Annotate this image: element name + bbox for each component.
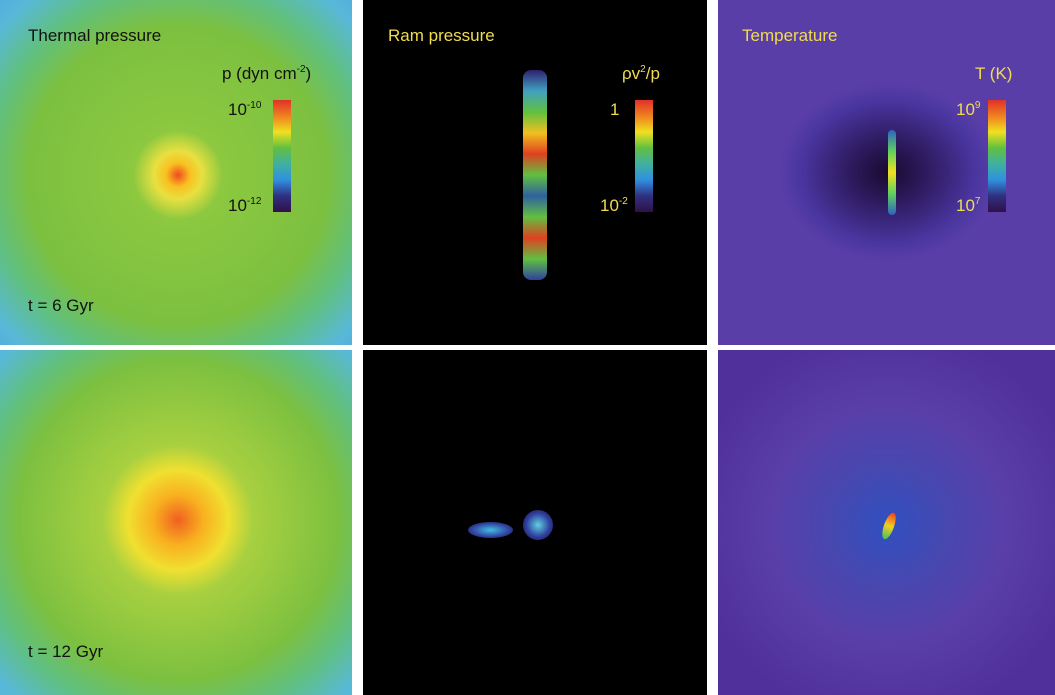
text: 1 bbox=[610, 100, 619, 119]
colorbar-min: 107 bbox=[956, 196, 980, 216]
text: T (K) bbox=[975, 64, 1012, 83]
text: 10 bbox=[228, 100, 247, 119]
time-label: t = 6 Gyr bbox=[28, 296, 94, 316]
panel-title: Ram pressure bbox=[388, 26, 495, 46]
feature bbox=[468, 522, 513, 538]
jet bbox=[523, 70, 547, 280]
feature bbox=[880, 511, 899, 541]
text: p (dyn cm bbox=[222, 64, 297, 83]
temperature-12 bbox=[718, 350, 1055, 695]
text: 9 bbox=[975, 100, 981, 111]
colorbar-min: 10-12 bbox=[228, 196, 261, 216]
colorbar-label: ρv2/p bbox=[622, 64, 660, 84]
ram-pressure-6 bbox=[363, 0, 707, 345]
colorbar bbox=[635, 100, 653, 212]
ram-pressure-12 bbox=[363, 350, 707, 695]
text: /p bbox=[646, 64, 660, 83]
text: -12 bbox=[247, 196, 261, 207]
colorbar bbox=[988, 100, 1006, 212]
colorbar-label: T (K) bbox=[975, 64, 1012, 84]
text: 10 bbox=[956, 196, 975, 215]
text: -10 bbox=[247, 100, 261, 111]
text: 10 bbox=[600, 196, 619, 215]
colorbar-min: 10-2 bbox=[600, 196, 628, 216]
colorbar-max: 1 bbox=[610, 100, 619, 120]
jet bbox=[888, 130, 896, 215]
feature bbox=[523, 510, 553, 540]
colorbar-max: 10-10 bbox=[228, 100, 261, 120]
text: ) bbox=[306, 64, 312, 83]
text: 10 bbox=[228, 196, 247, 215]
colorbar-label: p (dyn cm-2) bbox=[222, 64, 311, 84]
text: -2 bbox=[619, 196, 628, 207]
time-label: t = 12 Gyr bbox=[28, 642, 103, 662]
figure: Thermal pressure Ram pressure Temperatur… bbox=[0, 0, 1055, 695]
colorbar bbox=[273, 100, 291, 212]
panel-title: Thermal pressure bbox=[28, 26, 161, 46]
thermal-pressure-6 bbox=[0, 0, 352, 345]
panel-title: Temperature bbox=[742, 26, 837, 46]
text: ρv bbox=[622, 64, 640, 83]
text: 10 bbox=[956, 100, 975, 119]
text: 7 bbox=[975, 196, 981, 207]
text: -2 bbox=[297, 64, 306, 75]
colorbar-max: 109 bbox=[956, 100, 980, 120]
